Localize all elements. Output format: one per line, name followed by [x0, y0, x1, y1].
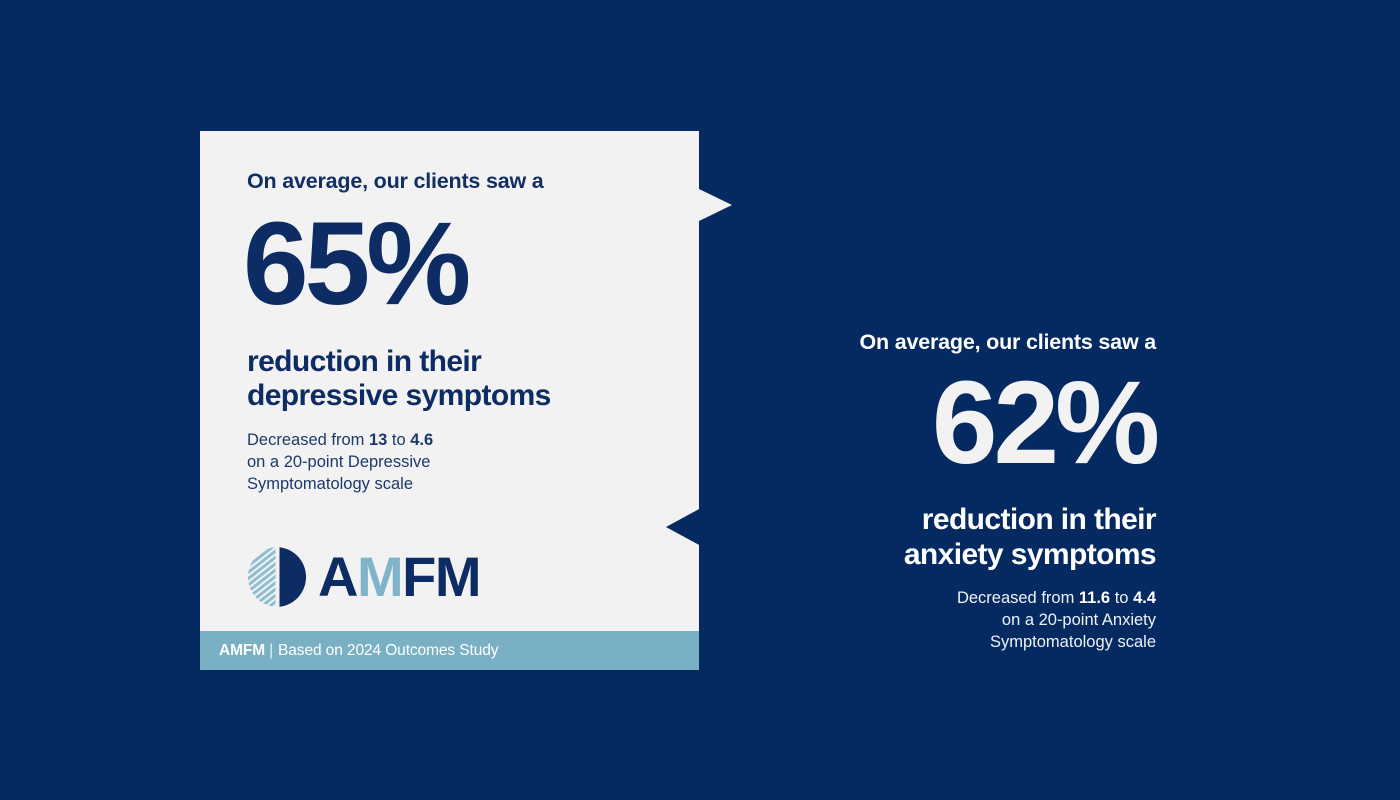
panel-sub-headline: reduction in their anxiety symptoms — [760, 502, 1157, 572]
panel-detail-baseline-value: 11.6 — [1078, 588, 1111, 607]
detail-final-value: 4.6 — [410, 430, 434, 449]
detail-mid: to — [387, 430, 411, 449]
speech-bubble-tail-left-icon — [666, 508, 701, 546]
anxiety-detail-text: Decreased from 11.6 to 4.4 on a 20-point… — [760, 588, 1156, 654]
amfm-wordmark: AMFM — [318, 549, 481, 605]
panel-sub-headline-line-2: anxiety symptoms — [903, 537, 1157, 571]
amfm-logo: AMFM — [247, 546, 481, 608]
card-eyebrow-text: On average, our clients saw a — [247, 169, 544, 193]
detail-line-3: Symptomatology scale — [247, 474, 413, 493]
wordmark-f: F — [402, 545, 436, 608]
depression-reduction-percent: 65% — [243, 197, 471, 330]
panel-detail-mid: to — [1110, 588, 1134, 607]
sub-headline-line-2: depressive symptoms — [247, 379, 551, 413]
card-sub-headline: reduction in their depressive symptoms — [247, 345, 647, 414]
sub-headline-line-1: reduction in their — [247, 344, 482, 378]
detail-prefix: Decreased from — [247, 430, 369, 449]
card-content: On average, our clients saw a 65% reduct… — [243, 169, 647, 496]
detail-line-2: on a 20-point Depressive — [247, 452, 431, 471]
footer-source-text: Based on 2024 Outcomes Study — [278, 641, 499, 659]
panel-detail-line-3: Symptomatology scale — [990, 632, 1156, 651]
anxiety-stat-panel: On average, our clients saw a 62% reduct… — [760, 330, 1160, 654]
footer-separator: | — [269, 641, 274, 659]
panel-detail-line-2: on a 20-point Anxiety — [1001, 610, 1156, 629]
wordmark-m-light: M — [356, 545, 404, 608]
wordmark-a: A — [318, 545, 358, 608]
speech-bubble-tail-right-icon — [697, 188, 732, 222]
depression-detail-text: Decreased from 13 to 4.6 on a 20-point D… — [247, 430, 647, 496]
amfm-circle-mark-icon — [248, 547, 307, 607]
footer-attribution: AMFM | Based on 2024 Outcomes Study — [219, 641, 499, 660]
panel-detail-final-value: 4.4 — [1133, 588, 1156, 607]
footer-brand: AMFM — [219, 641, 266, 659]
panel-eyebrow-text: On average, our clients saw a — [859, 330, 1156, 354]
anxiety-reduction-percent: 62% — [931, 356, 1160, 489]
wordmark-m: M — [434, 545, 482, 608]
panel-sub-headline-line-1: reduction in their — [921, 502, 1157, 536]
card-footer-bar: AMFM | Based on 2024 Outcomes Study — [200, 631, 699, 670]
panel-detail-prefix: Decreased from — [956, 588, 1079, 607]
detail-baseline-value: 13 — [368, 430, 388, 449]
